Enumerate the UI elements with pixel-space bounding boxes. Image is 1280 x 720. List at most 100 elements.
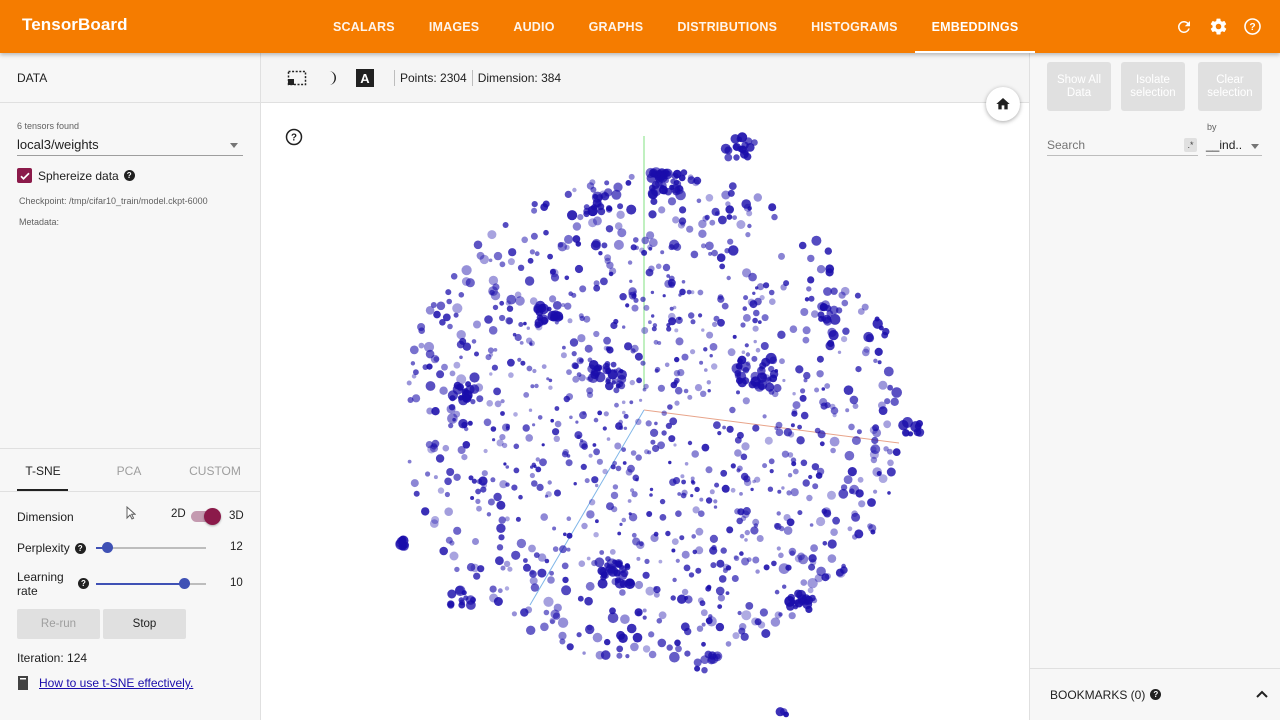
embedding-point[interactable] [872, 318, 883, 329]
embedding-point[interactable] [732, 143, 741, 152]
embedding-point[interactable] [604, 638, 611, 646]
embedding-point[interactable] [734, 436, 742, 444]
embedding-point[interactable] [761, 314, 769, 322]
embedding-point[interactable] [657, 384, 665, 392]
embedding-point[interactable] [635, 418, 642, 425]
embedding-point[interactable] [741, 610, 752, 621]
embedding-point[interactable] [680, 169, 688, 176]
embedding-point[interactable] [449, 395, 456, 402]
embedding-point[interactable] [747, 206, 752, 211]
embedding-point[interactable] [529, 569, 535, 575]
embedding-point[interactable] [817, 302, 826, 311]
embedding-point[interactable] [803, 378, 808, 383]
embedding-point[interactable] [604, 188, 613, 197]
embedding-point[interactable] [504, 516, 510, 522]
embedding-point[interactable] [851, 436, 861, 445]
embedding-point[interactable] [687, 440, 693, 446]
embedding-point[interactable] [606, 502, 614, 511]
embedding-point[interactable] [822, 541, 828, 546]
embedding-point[interactable] [461, 389, 473, 401]
sphereize-checkbox[interactable] [17, 168, 32, 183]
embedding-point[interactable] [609, 549, 616, 555]
embedding-point[interactable] [629, 400, 634, 405]
embedding-point[interactable] [838, 488, 849, 499]
embedding-point[interactable] [524, 276, 535, 286]
embedding-point[interactable] [683, 564, 691, 572]
embedding-point[interactable] [810, 544, 818, 552]
embedding-point[interactable] [585, 624, 595, 635]
embedding-point[interactable] [796, 436, 805, 445]
embedding-point[interactable] [870, 444, 881, 455]
embedding-point[interactable] [842, 327, 850, 335]
embedding-point[interactable] [449, 370, 456, 377]
embedding-point[interactable] [680, 221, 686, 227]
embedding-point[interactable] [705, 241, 714, 251]
dimension-toggle[interactable] [191, 508, 221, 525]
embedding-point[interactable] [737, 610, 742, 616]
embedding-point[interactable] [518, 322, 524, 327]
embedding-point[interactable] [654, 421, 658, 426]
embedding-point[interactable] [614, 402, 619, 408]
embedding-point[interactable] [411, 374, 417, 379]
embedding-point[interactable] [563, 532, 567, 537]
embedding-point[interactable] [466, 600, 476, 610]
learning-rate-knob[interactable] [179, 578, 190, 589]
embedding-point[interactable] [564, 234, 573, 244]
embedding-point[interactable] [529, 576, 538, 585]
embedding-point[interactable] [532, 423, 536, 427]
embedding-point[interactable] [418, 342, 425, 349]
embedding-point[interactable] [515, 516, 521, 522]
embedding-point[interactable] [776, 546, 781, 551]
embedding-point[interactable] [674, 400, 680, 406]
embedding-point[interactable] [425, 441, 433, 449]
embedding-point[interactable] [808, 474, 813, 480]
embedding-point[interactable] [781, 486, 785, 490]
embedding-point[interactable] [630, 488, 635, 493]
embedding-point[interactable] [886, 467, 896, 477]
embedding-point[interactable] [439, 319, 446, 326]
embedding-point[interactable] [444, 507, 453, 516]
embedding-point[interactable] [829, 314, 841, 325]
embedding-point[interactable] [768, 365, 775, 373]
embedding-point[interactable] [845, 408, 850, 413]
embedding-point[interactable] [566, 393, 573, 401]
embedding-point[interactable] [787, 452, 794, 458]
embedding-point[interactable] [487, 347, 494, 354]
embedding-point[interactable] [456, 330, 466, 340]
embedding-point[interactable] [467, 420, 473, 426]
embedding-point[interactable] [777, 489, 782, 494]
embedding-point[interactable] [441, 363, 448, 371]
embedding-point[interactable] [516, 538, 527, 549]
embedding-point[interactable] [616, 367, 622, 373]
embedding-point[interactable] [433, 310, 441, 319]
embedding-point[interactable] [724, 146, 733, 155]
embedding-point[interactable] [804, 297, 810, 302]
embedding-point[interactable] [669, 306, 674, 311]
embedding-point[interactable] [841, 336, 848, 343]
embedding-point[interactable] [890, 397, 899, 406]
embedding-point[interactable] [511, 611, 517, 617]
embedding-point[interactable] [738, 627, 746, 635]
embedding-point[interactable] [613, 239, 624, 250]
embedding-point[interactable] [413, 490, 420, 497]
embedding-point[interactable] [806, 494, 813, 502]
embedding-point[interactable] [717, 294, 724, 300]
embedding-point[interactable] [809, 594, 816, 602]
isolate-selection-button[interactable]: Isolate selection [1121, 62, 1185, 111]
embedding-point[interactable] [671, 548, 676, 553]
embedding-point[interactable] [874, 316, 880, 322]
refresh-icon[interactable] [1174, 17, 1194, 37]
embedding-point[interactable] [572, 235, 581, 243]
embedding-point[interactable] [489, 372, 493, 376]
embedding-point[interactable] [646, 511, 653, 517]
embedding-point[interactable] [574, 431, 583, 440]
embedding-point[interactable] [507, 258, 515, 266]
embedding-point[interactable] [537, 314, 549, 326]
tsne-help-link[interactable]: How to use t-SNE effectively. [39, 676, 194, 690]
embedding-point[interactable] [615, 465, 622, 472]
embedding-point[interactable] [768, 203, 777, 212]
embedding-point[interactable] [619, 589, 626, 596]
embedding-point[interactable] [609, 267, 617, 275]
embedding-point[interactable] [709, 219, 716, 226]
embedding-point[interactable] [755, 569, 760, 574]
